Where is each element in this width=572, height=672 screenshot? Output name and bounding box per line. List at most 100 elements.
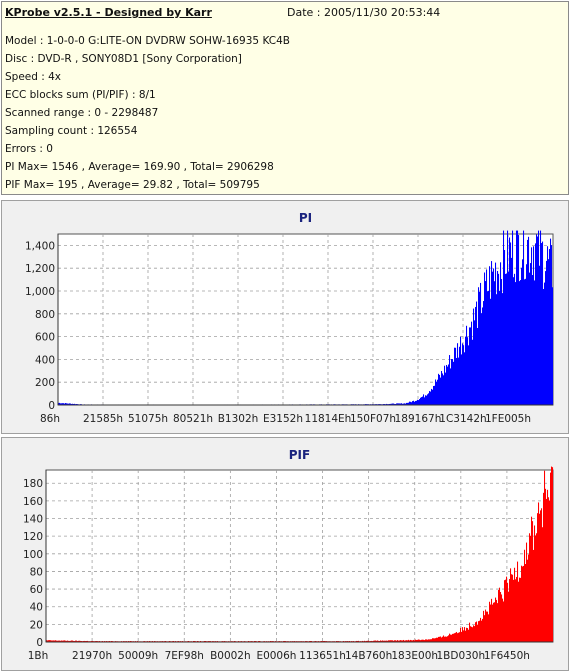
series-bar: [410, 401, 412, 405]
series-bar: [389, 403, 391, 405]
series-bar: [541, 243, 543, 405]
series-bar: [508, 591, 510, 642]
x-tick-label: 1C3142h: [439, 413, 486, 425]
series-bar: [482, 618, 484, 642]
series-bar: [468, 629, 470, 642]
series-bar: [387, 640, 389, 642]
x-tick-label: 1FE005h: [485, 413, 531, 425]
series-bar: [449, 633, 451, 642]
y-tick-label: 140: [23, 514, 43, 526]
series-bar: [394, 640, 396, 642]
series-bar: [375, 640, 377, 642]
series-bar: [417, 639, 419, 642]
series-bar: [422, 396, 424, 405]
series-bar: [463, 630, 465, 642]
series-bar: [465, 336, 467, 405]
series-bar: [500, 592, 502, 642]
series-bar: [447, 366, 449, 405]
series-bar: [506, 273, 508, 405]
series-bar: [66, 640, 68, 642]
y-tick-label: 1,200: [25, 263, 55, 275]
series-bar: [526, 542, 528, 642]
series-bar: [357, 640, 359, 642]
series-bar: [401, 640, 403, 642]
series-bar: [511, 574, 513, 642]
series-bar: [542, 527, 544, 642]
series-bar: [546, 498, 548, 642]
series-bar: [530, 263, 532, 405]
scan-date: Date : 2005/11/30 20:53:44: [287, 6, 441, 19]
series-bar: [508, 271, 510, 405]
series-bar: [408, 402, 410, 405]
y-tick-label: 180: [23, 478, 43, 490]
series-bar: [409, 640, 411, 642]
series-bar: [535, 535, 537, 642]
series-bar: [501, 279, 503, 405]
series-bar: [531, 247, 533, 405]
x-tick-label: B0002h: [210, 650, 251, 662]
series-bar: [442, 373, 444, 405]
series-bar: [441, 371, 443, 405]
series-bar: [504, 580, 506, 642]
series-bar: [512, 574, 514, 642]
series-bar: [473, 308, 475, 405]
series-bar: [467, 337, 469, 405]
series-bar: [533, 246, 535, 405]
series-bar: [474, 320, 476, 405]
series-bar: [188, 640, 190, 642]
series-bar: [436, 637, 438, 642]
series-bar: [457, 343, 459, 405]
series-bar: [501, 594, 503, 642]
series-bar: [467, 628, 469, 642]
series-bar: [539, 513, 541, 642]
series-bar: [374, 640, 376, 642]
series-bar: [65, 640, 67, 642]
series-bar: [475, 306, 477, 405]
series-bar: [419, 639, 421, 642]
series-bar: [520, 577, 522, 642]
info-disc: Disc : DVD-R , SONY08D1 [Sony Corporatio…: [5, 53, 242, 65]
series-bar: [454, 633, 456, 642]
series-bar: [484, 272, 486, 405]
series-bar: [461, 354, 463, 405]
series-bar: [414, 401, 416, 405]
series-bar: [405, 403, 407, 405]
series-bar: [433, 638, 435, 642]
series-bar: [436, 381, 438, 405]
series-bar: [444, 365, 446, 405]
chart-title: PIF: [289, 448, 310, 462]
series-bar: [53, 640, 55, 642]
series-bar: [524, 549, 526, 642]
series-bar: [517, 561, 519, 642]
info-errors: Errors : 0: [5, 143, 53, 155]
series-bar: [403, 403, 405, 405]
series-bar: [495, 597, 497, 642]
series-bar: [521, 565, 523, 642]
series-bar: [490, 298, 492, 405]
x-tick-label: 113651h: [299, 650, 346, 662]
series-bar: [378, 640, 380, 642]
series-bar: [414, 640, 416, 642]
series-bar: [536, 533, 538, 642]
series-bar: [524, 279, 526, 405]
series-bar: [440, 377, 442, 405]
series-bar: [487, 611, 489, 642]
y-tick-label: 0: [36, 637, 43, 649]
series-bar: [425, 395, 427, 405]
series-bar: [458, 357, 460, 405]
series-bar: [392, 403, 394, 405]
series-bar: [364, 640, 366, 642]
series-bar: [466, 325, 468, 405]
series-bar: [481, 620, 483, 642]
x-tick-label: E3152h: [263, 413, 303, 425]
series-bar: [507, 582, 509, 642]
series-bar: [462, 627, 464, 642]
series-bar: [538, 502, 540, 642]
series-bar: [68, 640, 70, 642]
series-bar: [472, 339, 474, 405]
series-bar: [412, 640, 414, 642]
series-bars: [58, 230, 554, 405]
series-bar: [404, 640, 406, 642]
series-bar: [493, 602, 495, 642]
x-tick-label: E0006h: [256, 650, 296, 662]
